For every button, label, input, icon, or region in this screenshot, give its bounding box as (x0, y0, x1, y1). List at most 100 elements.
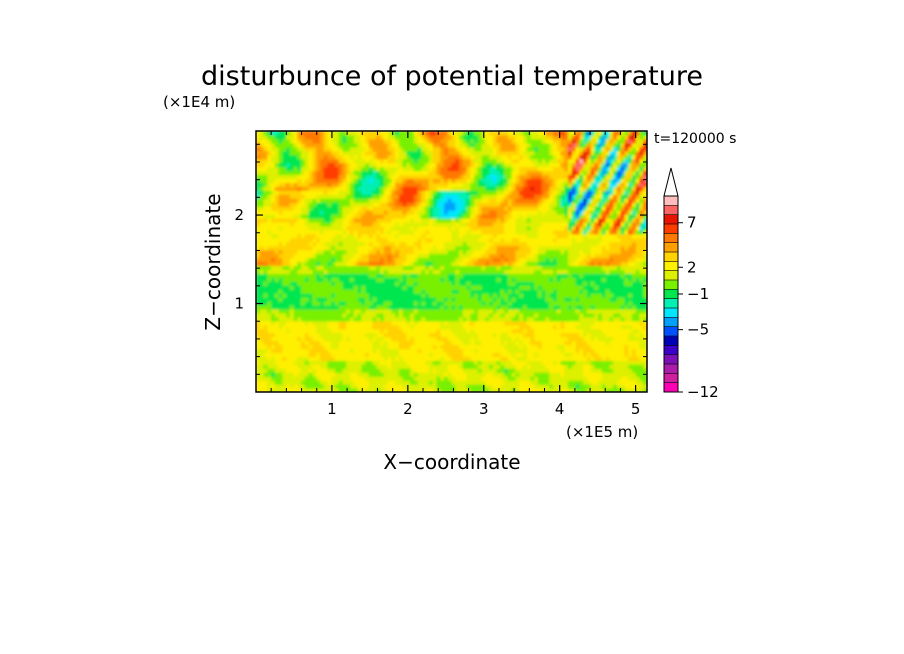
contour-cell (334, 178, 340, 183)
contour-cell (485, 344, 490, 350)
contour-cell (361, 344, 366, 350)
contour-cell (530, 336, 535, 342)
contour-cell (323, 186, 329, 191)
contour-cell (443, 344, 449, 350)
contour-cell (398, 131, 404, 136)
contour-cell (331, 328, 336, 334)
contour-cell (387, 186, 392, 191)
contour-cell (428, 162, 434, 168)
contour-cell (443, 348, 449, 354)
contour-cell (425, 174, 430, 180)
contour-cell (349, 372, 355, 377)
contour-cell (274, 241, 280, 247)
contour-cell (372, 257, 377, 263)
contour-cell (406, 174, 411, 180)
contour-cell (459, 281, 464, 286)
contour-cell (267, 364, 272, 369)
contour-cell (402, 273, 407, 278)
contour-cell (361, 253, 366, 259)
contour-cell (282, 241, 287, 247)
contour-cell (496, 273, 501, 278)
contour-cell (297, 293, 302, 298)
contour-cell (455, 277, 460, 282)
contour-cell (440, 158, 445, 164)
contour-cell (459, 174, 464, 180)
contour-cell (537, 336, 543, 342)
contour-cell (504, 170, 509, 176)
contour-cell (319, 364, 325, 369)
contour-cell (308, 277, 313, 282)
contour-cell (492, 198, 498, 203)
contour-cell (301, 186, 306, 191)
contour-cell (489, 316, 494, 322)
contour-cell (530, 170, 535, 176)
contour-cell (522, 364, 528, 369)
contour-cell (267, 221, 272, 227)
contour-cell (263, 249, 268, 255)
contour-cell (289, 237, 295, 243)
contour-cell (496, 162, 501, 168)
contour-cell (342, 221, 347, 227)
contour-cell (380, 131, 385, 136)
contour-cell (334, 190, 340, 195)
contour-cell (312, 218, 317, 223)
contour-cell (267, 166, 272, 172)
contour-cell (519, 360, 524, 365)
contour-cell (338, 245, 344, 251)
contour-cell (485, 293, 490, 298)
contour-cell (398, 206, 404, 211)
contour-cell (455, 194, 460, 199)
contour-cell (413, 328, 419, 334)
contour-cell (319, 328, 325, 334)
contour-cell (485, 245, 490, 251)
contour-cell (395, 265, 400, 270)
contour-cell (372, 225, 377, 231)
contour-cell (428, 265, 434, 270)
contour-cell (323, 174, 329, 180)
contour-cell (428, 154, 434, 160)
contour-cell (489, 178, 494, 183)
contour-cell (301, 229, 306, 235)
contour-cell (338, 380, 344, 385)
contour-cell (316, 210, 321, 215)
contour-cell (319, 182, 325, 187)
contour-cell (425, 229, 430, 235)
contour-cell (500, 376, 505, 381)
contour-cell (297, 332, 302, 338)
contour-cell (534, 214, 539, 219)
contour-cell (500, 332, 505, 338)
contour-cell (443, 301, 449, 306)
contour-cell (368, 352, 374, 357)
contour-cell (297, 324, 302, 330)
contour-cell (259, 285, 265, 290)
contour-cell (346, 233, 351, 239)
contour-cell (308, 269, 313, 274)
contour-cell (406, 233, 411, 239)
contour-cell (357, 277, 362, 282)
contour-cell (349, 218, 355, 223)
contour-cell (474, 348, 479, 354)
contour-cell (289, 320, 295, 326)
contour-cell (402, 138, 407, 144)
contour-cell (387, 376, 392, 381)
contour-cell (534, 174, 539, 180)
contour-cell (515, 384, 520, 389)
contour-cell (500, 138, 505, 144)
contour-cell (504, 332, 509, 338)
contour-cell (383, 233, 389, 239)
contour-cell (481, 221, 486, 227)
contour-cell (342, 218, 347, 223)
contour-cell (421, 154, 426, 160)
contour-cell (282, 261, 287, 267)
contour-cell (293, 229, 298, 235)
contour-cell (282, 210, 287, 215)
contour-cell (331, 170, 336, 176)
contour-cell (507, 245, 513, 251)
contour-cell (323, 253, 329, 259)
contour-cell (428, 376, 434, 381)
contour-cell (477, 142, 483, 148)
contour-cell (504, 324, 509, 330)
contour-cell (500, 320, 505, 326)
contour-cell (263, 221, 268, 227)
contour-cell (432, 380, 438, 385)
